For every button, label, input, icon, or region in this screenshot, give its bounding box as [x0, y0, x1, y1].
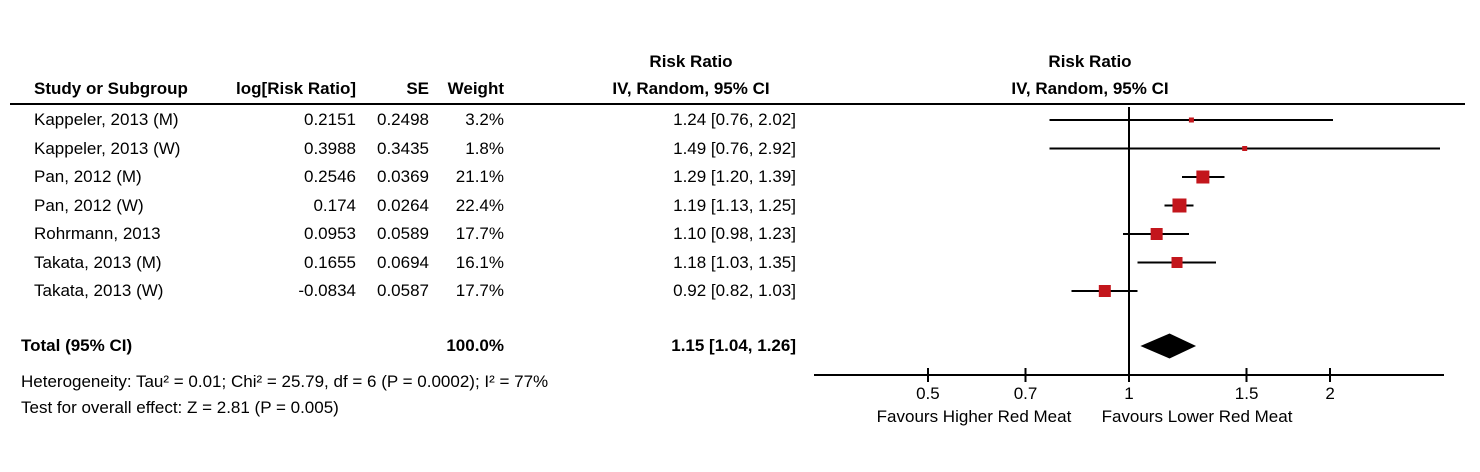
favours-left-label: Favours Higher Red Meat [876, 407, 1072, 426]
effect-marker [1098, 285, 1111, 297]
se-value: 0.2498 [377, 110, 429, 129]
weight-value: 17.7% [455, 281, 504, 300]
tick-label: 0.7 [1013, 384, 1038, 403]
effect-marker [1171, 257, 1183, 268]
study-name: Pan, 2012 (W) [34, 195, 144, 215]
total-weight: 100.0% [446, 336, 504, 355]
effect-marker [1150, 228, 1163, 240]
log-rr-value: 0.0953 [304, 224, 356, 243]
study-name: Takata, 2013 (W) [34, 281, 164, 300]
table-row: Kappeler, 2013 (W) 0.3988 0.3435 1.8% 1.49 [… [0, 138, 1480, 160]
tick-label: 1 [1124, 384, 1134, 403]
table-row: Kappeler, 2013 (M) 0.2151 0.2498 3.2% 1.24 [… [0, 109, 1480, 131]
study-name: Takata, 2013 (M) [34, 252, 162, 272]
study-name: Kappeler, 2013 (M) [34, 110, 179, 129]
plot-header-line1: Risk Ratio [1048, 52, 1132, 71]
effect-marker [1188, 117, 1194, 123]
log-rr-value: 0.1655 [304, 252, 356, 272]
ci-value: 1.10 [0.98, 1.23] [673, 224, 796, 243]
weight-value: 17.7% [455, 224, 504, 243]
col-header-log-rr: log[Risk Ratio] [236, 79, 356, 98]
ci-value: 1.18 [1.03, 1.35] [673, 252, 796, 272]
study-name: Pan, 2012 (M) [34, 167, 142, 186]
tick-label: 1.5 [1234, 384, 1259, 403]
se-value: 0.0589 [377, 224, 429, 243]
table-row: Pan, 2012 (W) 0.174 0.0264 22.4% 1.19 [1.13,… [0, 195, 1480, 217]
se-value: 0.3435 [377, 138, 429, 158]
col-header-se: SE [406, 79, 429, 98]
se-value: 0.0264 [377, 195, 429, 215]
weight-value: 1.8% [465, 138, 504, 158]
total-ci-value: 1.15 [1.04, 1.26] [671, 336, 796, 355]
total-label: Total (95% CI) [21, 336, 133, 355]
col-header-weight: Weight [447, 79, 504, 98]
table-row: Takata, 2013 (W) -0.0834 0.0587 17.7% 0.92 [… [0, 280, 1480, 302]
log-rr-value: -0.0834 [298, 281, 356, 300]
col-header-study: Study or Subgroup [34, 79, 188, 98]
col-header-effect-line1: Risk Ratio [649, 52, 733, 71]
effect-marker [1172, 198, 1187, 213]
tick-label: 0.5 [916, 384, 940, 403]
study-name: Rohrmann, 2013 [34, 224, 161, 243]
table-row: Takata, 2013 (M) 0.1655 0.0694 16.1% 1.18 [1… [0, 252, 1480, 274]
study-name: Kappeler, 2013 (W) [34, 138, 181, 158]
ci-value: 0.92 [0.82, 1.03] [673, 281, 796, 300]
ci-value: 1.49 [0.76, 2.92] [673, 138, 796, 158]
log-rr-value: 0.2546 [304, 167, 356, 186]
log-rr-value: 0.174 [313, 195, 356, 215]
se-value: 0.0369 [377, 167, 429, 186]
effect-marker [1242, 146, 1248, 151]
tick-label: 2 [1325, 384, 1335, 403]
weight-value: 22.4% [455, 195, 504, 215]
weight-value: 21.1% [455, 167, 504, 186]
total-row: Total (95% CI) 100.0% 1.15 [1.04, 1.26] [0, 335, 1480, 357]
header-rule [10, 103, 1465, 105]
table-row: Rohrmann, 2013 0.0953 0.0589 17.7% 1.10 [0.9… [0, 223, 1480, 245]
plot-header-line2: IV, Random, 95% CI [1011, 79, 1169, 98]
se-value: 0.0587 [377, 281, 429, 300]
effect-marker [1196, 170, 1210, 184]
weight-value: 3.2% [465, 110, 504, 129]
col-header-effect-line2: IV, Random, 95% CI [612, 79, 770, 98]
overall-effect-text: Test for overall effect: Z = 2.81 (P = 0… [21, 398, 339, 417]
heterogeneity-text: Heterogeneity: Tau² = 0.01; Chi² = 25.79… [21, 372, 549, 391]
summary-diamond [1140, 333, 1197, 359]
log-rr-value: 0.3988 [304, 138, 356, 158]
ci-value: 1.19 [1.13, 1.25] [673, 195, 796, 215]
favours-right-label: Favours Lower Red Meat [1101, 407, 1293, 426]
table-row: Pan, 2012 (M) 0.2546 0.0369 21.1% 1.29 [1.20… [0, 166, 1480, 188]
weight-value: 16.1% [455, 252, 504, 272]
se-value: 0.0694 [377, 252, 429, 272]
log-rr-value: 0.2151 [304, 110, 356, 129]
ci-value: 1.29 [1.20, 1.39] [673, 167, 796, 186]
ci-value: 1.24 [0.76, 2.02] [673, 110, 796, 129]
